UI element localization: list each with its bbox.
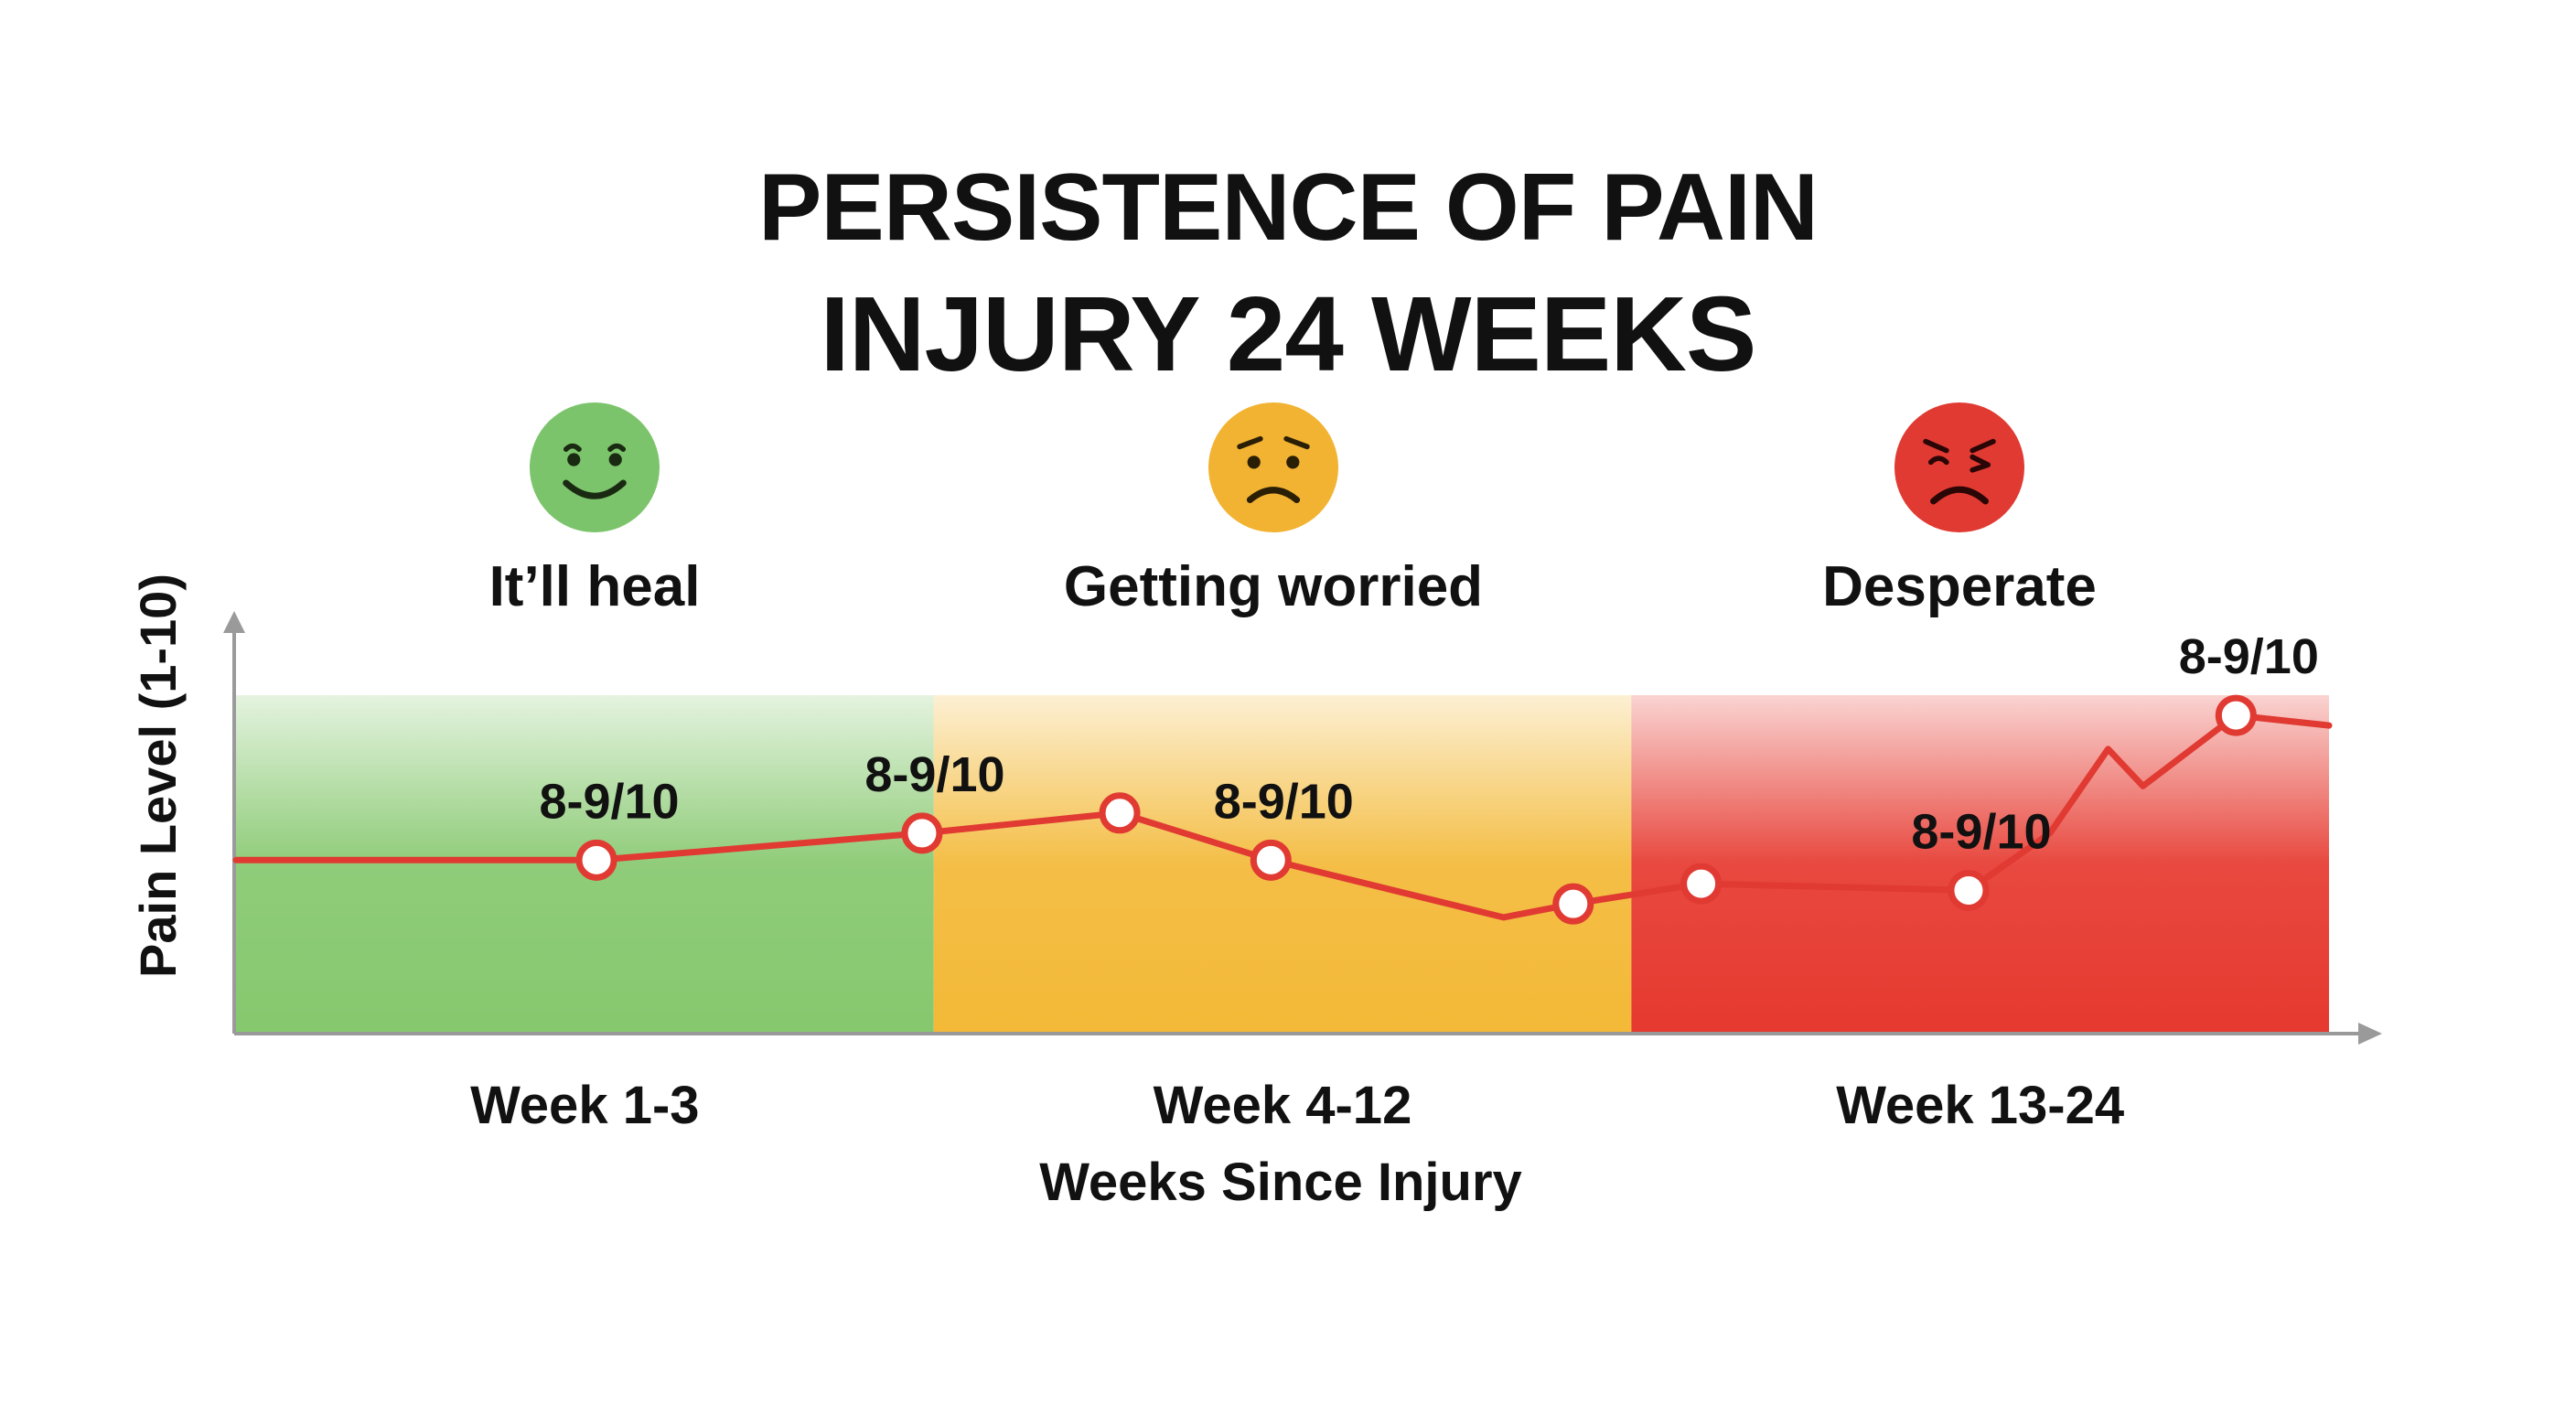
phase-label-worried: Getting worried [1063,555,1484,618]
data-point [901,812,943,854]
data-point [2215,694,2257,736]
x-tick-label: Week 1-3 [470,1076,699,1135]
x-axis-label: Weeks Since Injury [1039,1153,1522,1212]
pain-series: 8-9/10 8-9/10 8-9/10 8-9/10 8-9/10 [232,629,2333,925]
x-tick-labels: Week 1-3 Week 4-12 Week 13-24 [470,1076,2124,1135]
pain-line [232,712,2333,921]
data-label: 8-9/10 [1214,774,1354,829]
data-label: 8-9/10 [539,774,679,829]
phase-header-worried: Getting worried [953,402,1594,619]
data-point [575,839,617,881]
zone-band-3 [1631,695,2329,1032]
worried-face-icon [1208,402,1338,532]
smiling-face-icon [530,402,660,532]
x-tick-label: Week 4-12 [1154,1076,1412,1135]
x-tick-label: Week 13-24 [1836,1076,2124,1135]
data-point [1099,792,1141,834]
data-label: 8-9/10 [1911,804,2051,859]
chart-subtitle: INJURY 24 WEEKS [820,274,1757,393]
phase-header-healing: It’ll heal [274,402,915,619]
phase-label-healing: It’ll heal [488,555,701,618]
y-axis-label: Pain Level (1-10) [129,574,187,978]
data-point [1680,863,1723,905]
data-label: 8-9/10 [2179,629,2319,684]
chart-title: PERSISTENCE OF PAIN [758,155,1819,261]
axes [223,611,2382,1045]
data-label: 8-9/10 [864,747,1004,802]
phase-label-desperate: Desperate [1822,555,2097,618]
distressed-face-icon [1894,402,2024,532]
y-axis-arrow-icon [223,611,245,633]
data-point [1948,869,1990,911]
phase-header-desperate: Desperate [1639,402,2280,619]
data-point [1552,883,1594,925]
data-point [1250,839,1292,881]
x-axis-arrow-icon [2358,1023,2382,1045]
